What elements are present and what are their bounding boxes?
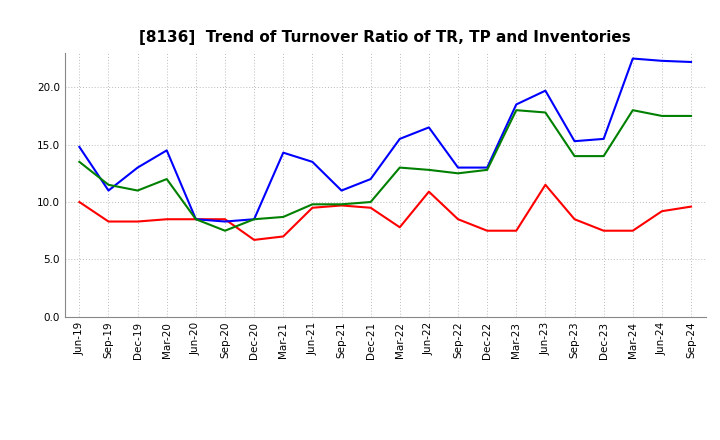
Inventories	[541, 110, 550, 115]
Inventories	[395, 165, 404, 170]
Inventories	[366, 199, 375, 205]
Trade Payables	[629, 56, 637, 61]
Trade Receivables	[279, 234, 287, 239]
Inventories	[192, 216, 200, 222]
Trade Receivables	[629, 228, 637, 233]
Trade Receivables	[483, 228, 492, 233]
Trade Payables	[104, 188, 113, 193]
Inventories	[308, 202, 317, 207]
Inventories	[279, 214, 287, 220]
Line: Trade Receivables: Trade Receivables	[79, 185, 691, 240]
Trade Receivables	[192, 216, 200, 222]
Trade Receivables	[395, 225, 404, 230]
Inventories	[483, 167, 492, 172]
Inventories	[220, 228, 229, 233]
Trade Receivables	[337, 203, 346, 208]
Trade Receivables	[104, 219, 113, 224]
Inventories	[629, 107, 637, 113]
Trade Receivables	[570, 216, 579, 222]
Trade Payables	[570, 139, 579, 144]
Trade Payables	[395, 136, 404, 142]
Trade Payables	[279, 150, 287, 155]
Inventories	[687, 113, 696, 118]
Trade Receivables	[425, 189, 433, 194]
Trade Receivables	[599, 228, 608, 233]
Title: [8136]  Trend of Turnover Ratio of TR, TP and Inventories: [8136] Trend of Turnover Ratio of TR, TP…	[140, 29, 631, 45]
Trade Payables	[192, 216, 200, 222]
Line: Trade Payables: Trade Payables	[79, 59, 691, 221]
Trade Payables	[133, 165, 142, 170]
Trade Payables	[657, 58, 666, 63]
Trade Receivables	[75, 199, 84, 205]
Trade Payables	[483, 165, 492, 170]
Trade Payables	[512, 102, 521, 107]
Trade Payables	[541, 88, 550, 93]
Trade Receivables	[366, 205, 375, 210]
Trade Payables	[366, 176, 375, 182]
Trade Payables	[599, 136, 608, 142]
Trade Payables	[163, 148, 171, 153]
Inventories	[163, 176, 171, 182]
Trade Receivables	[250, 237, 258, 242]
Inventories	[657, 113, 666, 118]
Inventories	[570, 154, 579, 159]
Trade Receivables	[308, 205, 317, 210]
Trade Receivables	[220, 216, 229, 222]
Inventories	[454, 171, 462, 176]
Inventories	[512, 107, 521, 113]
Trade Receivables	[512, 228, 521, 233]
Trade Receivables	[657, 209, 666, 214]
Inventories	[425, 167, 433, 172]
Trade Receivables	[163, 216, 171, 222]
Inventories	[75, 159, 84, 165]
Trade Receivables	[454, 216, 462, 222]
Trade Payables	[687, 59, 696, 65]
Trade Payables	[220, 219, 229, 224]
Trade Payables	[337, 188, 346, 193]
Trade Receivables	[541, 182, 550, 187]
Trade Payables	[250, 216, 258, 222]
Trade Payables	[425, 125, 433, 130]
Trade Payables	[308, 159, 317, 165]
Inventories	[599, 154, 608, 159]
Trade Payables	[75, 144, 84, 150]
Trade Receivables	[687, 204, 696, 209]
Inventories	[250, 216, 258, 222]
Inventories	[104, 182, 113, 187]
Trade Payables	[454, 165, 462, 170]
Inventories	[337, 202, 346, 207]
Trade Receivables	[133, 219, 142, 224]
Inventories	[133, 188, 142, 193]
Line: Inventories: Inventories	[79, 110, 691, 231]
